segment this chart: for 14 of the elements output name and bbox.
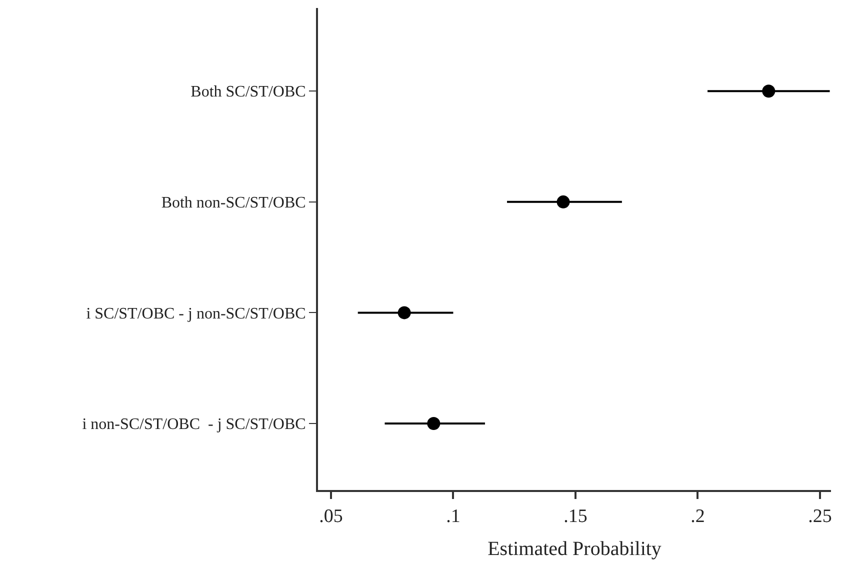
x-tick-label: .05	[319, 506, 343, 527]
x-tick-label: .2	[690, 506, 705, 527]
x-tick-label: .1	[446, 506, 460, 527]
x-tick-label: .15	[564, 506, 588, 527]
y-tick-label: Both SC/ST/OBC	[190, 84, 306, 101]
point	[556, 195, 570, 208]
point	[398, 306, 411, 320]
point	[762, 84, 776, 98]
y-tick-label: Both non-SC/ST/OBC	[161, 194, 306, 212]
x-axis-title: Estimated Probability	[488, 538, 662, 560]
point	[427, 417, 440, 430]
x-tick-label: .25	[808, 506, 832, 527]
y-tick-label: i non-SC/ST/OBC - j SC/ST/OBC	[82, 416, 306, 434]
y-tick-label: i SC/ST/OBC - j non-SC/ST/OBC	[86, 305, 306, 322]
